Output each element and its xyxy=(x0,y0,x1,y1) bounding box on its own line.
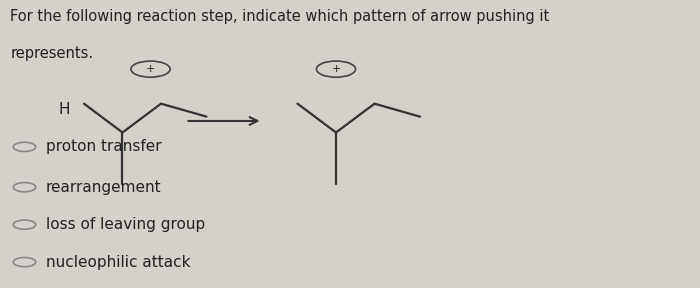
Text: +: + xyxy=(331,64,341,74)
Text: nucleophilic attack: nucleophilic attack xyxy=(46,255,190,270)
Text: +: + xyxy=(146,64,155,74)
Text: H: H xyxy=(59,102,70,117)
Text: loss of leaving group: loss of leaving group xyxy=(46,217,204,232)
Text: rearrangement: rearrangement xyxy=(46,180,161,195)
Text: For the following reaction step, indicate which pattern of arrow pushing it: For the following reaction step, indicat… xyxy=(10,9,550,24)
Text: proton transfer: proton transfer xyxy=(46,139,161,154)
Text: represents.: represents. xyxy=(10,46,94,61)
